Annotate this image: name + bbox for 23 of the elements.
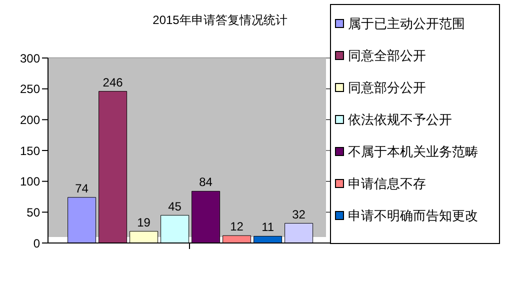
legend-label: 申请不明确而告知更改 (348, 207, 478, 225)
data-label: 19 (137, 215, 151, 230)
legend-label: 不属于本机关业务范畴 (348, 143, 478, 161)
legend-label: 同意部分公开 (348, 79, 426, 97)
chart-title: 2015年申请答复情况统计 (152, 12, 288, 29)
data-label: 45 (168, 199, 182, 214)
legend-label: 属于已主动公开范围 (348, 15, 465, 33)
y-tick-label: 250 (20, 82, 40, 96)
legend-label: 同意全部公开 (348, 47, 426, 65)
y-tick-label: 50 (26, 205, 40, 220)
data-label: 12 (230, 220, 244, 234)
y-tick-label: 100 (20, 174, 40, 189)
data-label: 32 (292, 207, 306, 222)
data-label: 246 (102, 75, 124, 90)
legend-label: 依法依规不予公开 (348, 111, 452, 129)
y-tick-label: 300 (20, 51, 40, 66)
data-label: 11 (262, 220, 274, 234)
y-tick-label: 150 (20, 144, 40, 158)
y-tick-label: 0 (33, 236, 40, 250)
legend-label: 申请信息不存 (348, 175, 426, 193)
data-label: 84 (199, 175, 213, 190)
data-label: 74 (75, 181, 89, 196)
y-tick-label: 200 (20, 112, 40, 127)
